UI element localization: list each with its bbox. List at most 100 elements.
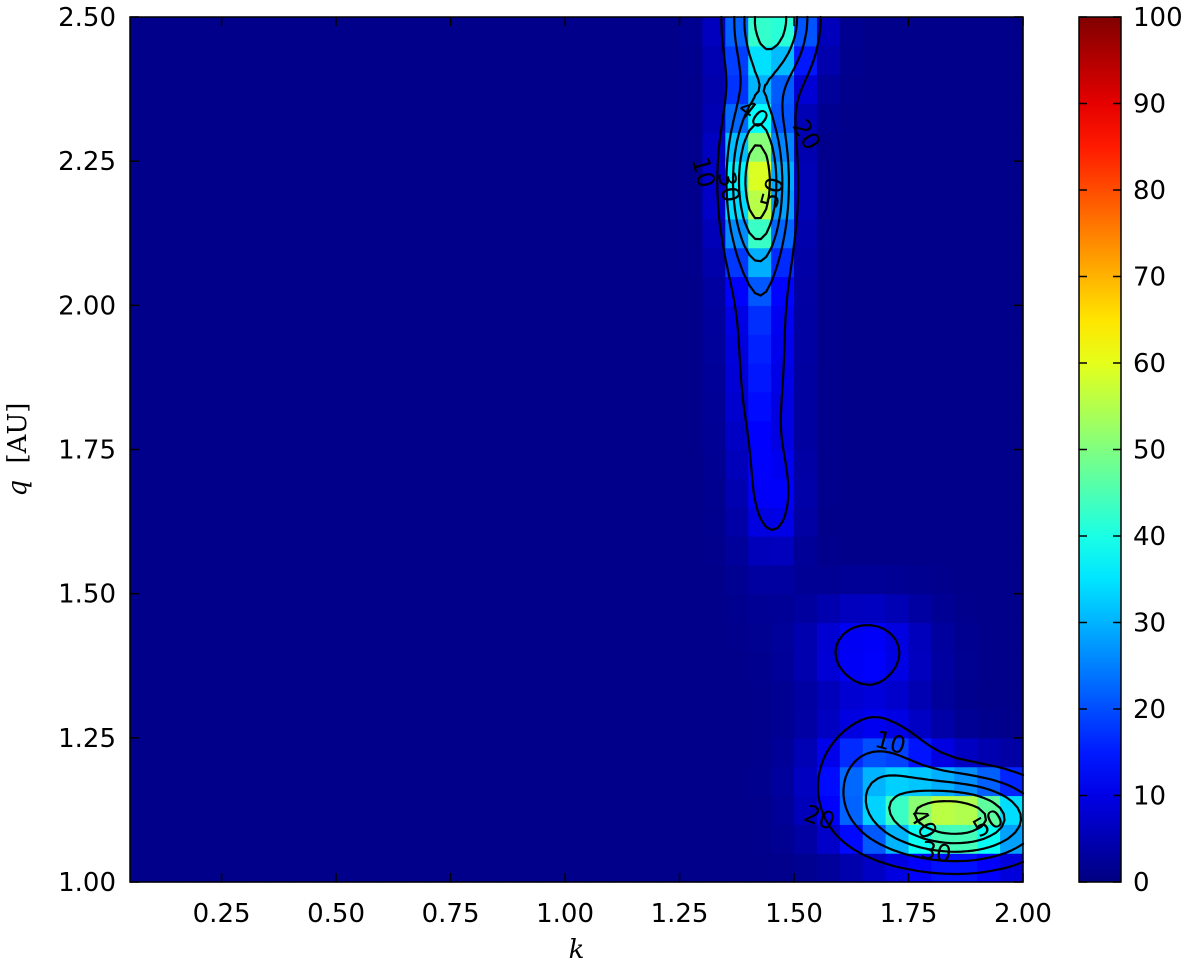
heatmap-cell <box>839 132 864 162</box>
heatmap-cell <box>175 737 200 768</box>
heatmap-cell <box>290 420 314 451</box>
heatmap-cell <box>839 536 864 566</box>
heatmap-cell <box>175 74 200 105</box>
heatmap-cell <box>267 276 291 306</box>
heatmap-cell <box>839 363 864 393</box>
heatmap-cell <box>404 363 429 393</box>
heatmap-cell <box>862 536 887 566</box>
heatmap-cell <box>656 247 681 278</box>
heatmap-cell <box>816 45 841 76</box>
heatmap-cell <box>839 74 864 105</box>
heatmap-cell <box>519 824 543 854</box>
heatmap-cell <box>656 74 681 105</box>
heatmap-cell <box>244 334 268 364</box>
y-tick-label: 2.50 <box>58 3 116 33</box>
heatmap-cell <box>542 161 566 191</box>
heatmap-cell <box>473 45 497 76</box>
heatmap-cell <box>908 161 933 191</box>
heatmap-cell <box>496 593 520 624</box>
heatmap-cell <box>565 507 589 537</box>
heatmap-cell <box>702 564 726 595</box>
heatmap-cell <box>656 17 681 47</box>
heatmap-cell <box>221 276 246 306</box>
heatmap-cell <box>725 103 749 133</box>
heatmap-cell <box>610 190 635 220</box>
heatmap-cell <box>381 709 406 739</box>
heatmap-cell <box>152 853 177 883</box>
heatmap-cell <box>679 132 704 162</box>
heatmap-cell <box>610 391 635 422</box>
heatmap-cell <box>450 709 475 739</box>
heatmap-cell <box>496 651 520 681</box>
heatmap-cell <box>381 449 406 479</box>
heatmap-cell <box>1000 334 1024 364</box>
heatmap-cell <box>954 132 978 162</box>
heatmap-cell <box>885 190 910 220</box>
heatmap-cell <box>381 853 406 883</box>
heatmap-cell <box>542 853 566 883</box>
heatmap-cell <box>725 709 749 739</box>
heatmap-cell <box>358 536 383 566</box>
heatmap-cell <box>565 478 589 508</box>
x-tick-label: 0.25 <box>193 899 251 929</box>
x-tick-label: 0.75 <box>422 899 480 929</box>
heatmap-cell <box>862 334 887 364</box>
heatmap-cell <box>954 247 978 278</box>
heatmap-cell <box>313 651 337 681</box>
heatmap-cell <box>221 218 246 249</box>
heatmap-cell <box>794 363 818 393</box>
heatmap-cell <box>679 651 704 681</box>
heatmap-cell <box>427 17 452 47</box>
heatmap-cell <box>748 391 772 422</box>
heatmap-cell <box>771 132 795 162</box>
heatmap-cell <box>954 218 978 249</box>
heatmap-cell <box>496 190 520 220</box>
heatmap-cell <box>267 709 291 739</box>
heatmap-cell <box>244 795 268 825</box>
heatmap-cell <box>633 737 658 768</box>
heatmap-cell <box>885 218 910 249</box>
heatmap-cell <box>610 218 635 249</box>
heatmap-cell <box>473 766 497 797</box>
heatmap-cell <box>908 593 933 624</box>
heatmap-cell <box>816 190 841 220</box>
heatmap-cell <box>130 651 154 681</box>
heatmap-cell <box>358 737 383 768</box>
heatmap-cell <box>931 391 955 422</box>
heatmap-cell <box>587 391 612 422</box>
heatmap-cell <box>633 276 658 306</box>
heatmap-cell <box>358 363 383 393</box>
heatmap-cell <box>771 305 795 335</box>
heatmap-cell <box>130 449 154 479</box>
heatmap-cell <box>336 680 360 710</box>
heatmap-cell <box>519 651 543 681</box>
heatmap-cell <box>519 132 543 162</box>
heatmap-cell <box>244 593 268 624</box>
heatmap-cell <box>725 593 749 624</box>
heatmap-cell <box>473 190 497 220</box>
heatmap-cell <box>748 161 772 191</box>
heatmap-cell <box>450 132 475 162</box>
heatmap-cell <box>679 593 704 624</box>
heatmap-cell <box>839 593 864 624</box>
heatmap-cell <box>725 161 749 191</box>
heatmap-cell <box>862 45 887 76</box>
heatmap-cell <box>198 593 223 624</box>
colorbar-tick-label: 50 <box>1133 436 1166 466</box>
heatmap-cell <box>450 17 475 47</box>
heatmap-cell <box>610 305 635 335</box>
heatmap-cell <box>175 420 200 451</box>
heatmap-cell <box>633 45 658 76</box>
heatmap-cell <box>610 651 635 681</box>
heatmap-cell <box>152 334 177 364</box>
heatmap-cell <box>839 420 864 451</box>
heatmap-cell <box>358 391 383 422</box>
contour-label: 30 <box>919 836 954 869</box>
heatmap-cell <box>633 218 658 249</box>
heatmap-cell <box>587 507 612 537</box>
heatmap-cell <box>816 536 841 566</box>
heatmap-cell <box>816 132 841 162</box>
heatmap-cell <box>587 593 612 624</box>
heatmap-cell <box>244 853 268 883</box>
